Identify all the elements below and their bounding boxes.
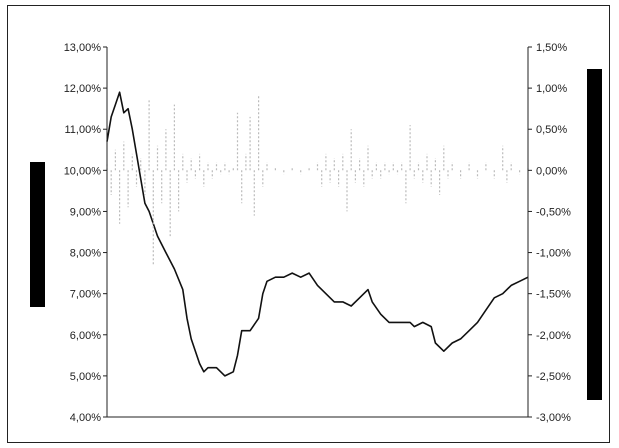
- rate-series-line: [106, 91, 529, 377]
- right-tick-label: -1,50%: [536, 289, 571, 301]
- left-tick-label: 6,00%: [70, 330, 101, 342]
- plot-area: [106, 91, 529, 377]
- right-tick-label: 0,00%: [536, 165, 567, 177]
- right-tick-label: -2,00%: [536, 330, 571, 342]
- left-tick-label: 4,00%: [70, 412, 101, 424]
- left-tick-label: 11,00%: [65, 124, 102, 136]
- axes: 13,00% 12,00% 11,00% 10,00% 9,00% 8,00% 7,00% 6…: [64, 42, 571, 424]
- left-tick-label: 13,00%: [64, 42, 102, 54]
- left-tick-label: 10,00%: [64, 165, 102, 177]
- right-tick-label: 1,50%: [536, 42, 567, 54]
- left-tick-label: 5,00%: [70, 371, 101, 383]
- right-redaction-bar: [587, 69, 602, 400]
- side-bars: [30, 69, 602, 400]
- right-tick-label: -0,50%: [536, 206, 571, 218]
- left-redaction-bar: [30, 162, 45, 307]
- left-tick-label: 12,00%: [64, 83, 102, 95]
- left-tick-label: 7,00%: [70, 289, 101, 301]
- right-tick-label: 1,00%: [536, 83, 567, 95]
- right-tick-label: -1,00%: [536, 248, 571, 260]
- right-tick-label: -3,00%: [536, 412, 571, 424]
- right-tick-label: 0,50%: [536, 124, 567, 136]
- right-tick-label: -2,50%: [536, 371, 571, 383]
- left-tick-label: 8,00%: [70, 248, 101, 260]
- left-tick-label: 9,00%: [70, 206, 101, 218]
